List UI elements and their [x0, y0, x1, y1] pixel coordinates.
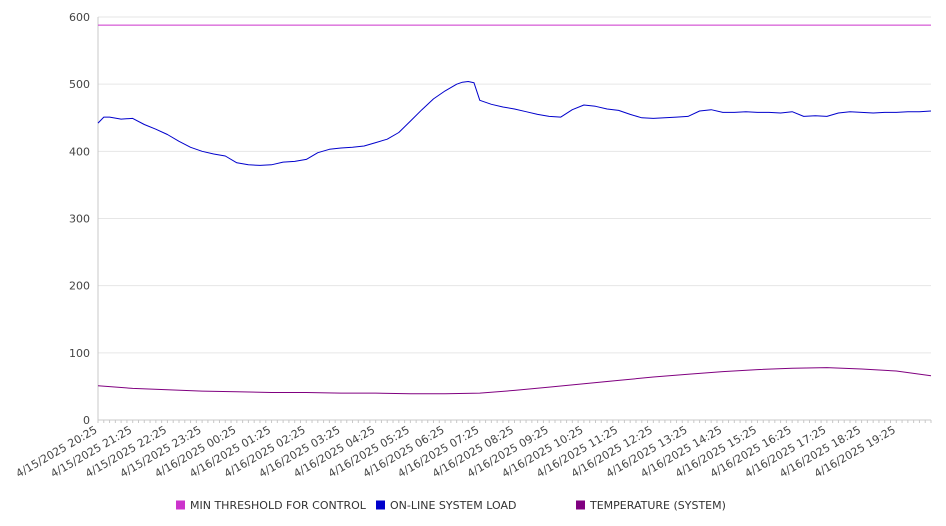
- y-tick-label: 0: [83, 414, 90, 427]
- series-lines: [97, 24, 932, 395]
- y-tick-label: 300: [69, 213, 90, 226]
- x-axis-tick-labels: 4/15/2025 20:254/15/2025 21:254/15/2025 …: [14, 423, 898, 480]
- axes: [97, 17, 932, 423]
- legend-swatch: [576, 500, 585, 510]
- y-axis-tick-labels: 0 100 200 300 400 500 600: [69, 11, 90, 427]
- legend-swatch: [176, 500, 185, 510]
- gridlines: [98, 16, 931, 421]
- y-tick-label: 400: [69, 145, 90, 158]
- series-line-2: [97, 81, 932, 166]
- y-tick-label: 600: [69, 11, 90, 24]
- legend-label: MIN THRESHOLD FOR CONTROL: [190, 499, 367, 512]
- series-line-3: [97, 367, 932, 395]
- y-tick-label: 100: [69, 347, 90, 360]
- legend: MIN THRESHOLD FOR CONTROL ON-LINE SYSTEM …: [176, 499, 726, 512]
- legend-label: TEMPERATURE (SYSTEM): [589, 499, 726, 512]
- y-tick-label: 200: [69, 280, 90, 293]
- y-tick-label: 500: [69, 78, 90, 91]
- legend-swatch: [376, 500, 385, 510]
- legend-label: ON-LINE SYSTEM LOAD: [390, 499, 516, 512]
